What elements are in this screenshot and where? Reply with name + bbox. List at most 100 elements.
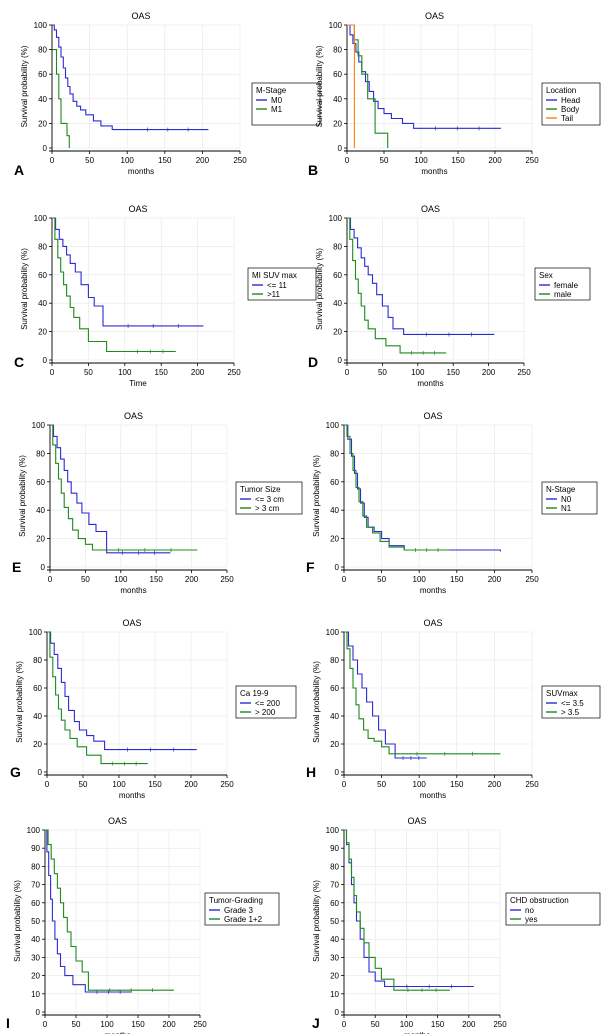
x-tick-label: 50 (72, 1020, 81, 1029)
y-tick-label: 100 (34, 21, 48, 30)
y-tick-label: 40 (31, 935, 40, 944)
y-tick-label: 20 (31, 972, 40, 981)
y-tick-label: 20 (38, 119, 47, 128)
x-tick-label: 100 (400, 1020, 414, 1029)
x-tick-label: 0 (345, 156, 350, 165)
chart-panel-f: 0 20 40 60 80 100 0 50 100 150 200 250 OAS months Surv… (306, 411, 598, 595)
x-tick-label: 150 (155, 368, 169, 377)
x-tick-label: 0 (50, 368, 55, 377)
legend-entry: Grade 3 (224, 906, 253, 915)
x-axis-label: months (119, 791, 145, 800)
y-tick-label: 40 (36, 506, 45, 515)
legend-entry: > 3 cm (255, 504, 280, 513)
x-axis-label: months (120, 586, 146, 595)
legend-entry: male (554, 290, 572, 299)
survival-curve-no (344, 829, 474, 988)
survival-curve-female (347, 217, 495, 335)
y-tick-label: 50 (31, 917, 40, 926)
x-tick-label: 100 (121, 156, 135, 165)
x-tick-label: 200 (196, 156, 210, 165)
legend-title: N-Stage (546, 485, 576, 494)
x-tick-label: 100 (411, 368, 425, 377)
panel-letter: E (12, 559, 21, 575)
legend-entry: M0 (271, 96, 283, 105)
x-tick-label: 100 (114, 575, 128, 584)
y-tick-label: 80 (38, 46, 47, 55)
panel-letter: F (306, 559, 315, 575)
y-tick-label: 0 (335, 563, 340, 572)
panel-letter: A (14, 162, 24, 178)
survival-curve--200 (47, 631, 148, 765)
y-tick-label: 40 (330, 506, 339, 515)
legend-box (251, 82, 321, 126)
legend-title: Location (546, 86, 576, 95)
x-tick-label: 250 (517, 368, 531, 377)
x-tick-label: 150 (150, 575, 164, 584)
y-tick-label: 0 (38, 768, 43, 777)
survival-curve--11 (52, 217, 176, 353)
y-tick-label: 80 (330, 656, 339, 665)
legend-entry: > 3.5 (561, 708, 580, 717)
y-tick-label: 60 (333, 271, 342, 280)
chart-panel-a: 0 20 40 60 80 100 0 50 100 150 200 250 OAS months Surv… (14, 11, 321, 178)
x-tick-label: 50 (371, 1020, 380, 1029)
y-tick-label: 90 (330, 844, 339, 853)
legend-title: Ca 19-9 (240, 689, 269, 698)
legend-entry: > 200 (255, 708, 276, 717)
x-tick-label: 50 (85, 156, 94, 165)
y-axis-label: Survival probability (%) (312, 661, 321, 743)
x-tick-label: 250 (193, 1020, 207, 1029)
y-tick-label: 30 (31, 953, 40, 962)
x-tick-label: 250 (233, 156, 247, 165)
y-tick-label: 60 (330, 899, 339, 908)
chart-panel-h: 0 20 40 60 80 100 0 50 100 150 200 250 OAS months Surv… (306, 618, 601, 800)
y-tick-label: 20 (38, 328, 47, 337)
panel-letter: J (312, 1015, 320, 1031)
x-tick-label: 200 (488, 575, 502, 584)
panel-letter: D (308, 354, 318, 370)
x-axis-label: months (128, 167, 154, 176)
survival-curve-head (347, 24, 501, 129)
y-tick-label: 80 (31, 862, 40, 871)
legend-entry: Tail (561, 114, 573, 123)
y-tick-label: 100 (329, 21, 343, 30)
chart-title: OAS (407, 816, 426, 826)
y-tick-label: 80 (333, 242, 342, 251)
y-axis-label: Survival probability (%) (20, 248, 29, 330)
legend-title: MI SUV max (252, 271, 297, 280)
x-tick-label: 100 (112, 780, 126, 789)
x-axis-label: months (420, 586, 446, 595)
legend-entry: yes (525, 915, 537, 924)
chart-title: OAS (425, 11, 444, 21)
x-tick-label: 0 (342, 780, 347, 789)
legend-entry: no (525, 906, 534, 915)
y-tick-label: 100 (326, 826, 340, 835)
chart-panel-c: 0 20 40 60 80 100 0 50 100 150 200 250 OAS Time Surviv… (14, 204, 317, 388)
y-tick-label: 40 (38, 299, 47, 308)
y-axis-label: Survival probability (%) (315, 45, 324, 127)
y-tick-label: 100 (27, 826, 41, 835)
x-axis-label: months (420, 791, 446, 800)
y-tick-label: 20 (333, 328, 342, 337)
y-tick-label: 90 (31, 844, 40, 853)
y-tick-label: 20 (330, 740, 339, 749)
legend: MI SUV max<= 11>11 (247, 267, 317, 301)
x-axis-label: months (104, 1031, 130, 1034)
x-tick-label: 250 (227, 368, 241, 377)
legend-entry: N1 (561, 504, 572, 513)
y-tick-label: 60 (38, 271, 47, 280)
survival-curve-n1 (344, 424, 450, 551)
x-tick-label: 250 (525, 780, 539, 789)
legend-entry: N0 (561, 495, 572, 504)
x-tick-label: 50 (377, 780, 386, 789)
survival-curve--200 (47, 631, 197, 751)
x-tick-label: 150 (450, 575, 464, 584)
survival-curve-n0 (344, 424, 501, 552)
legend-box (505, 892, 601, 926)
chart-panel-i: 0 10 20 30 40 50 60 70 80 90 100 0 50 100 150 200 250 OAS… (6, 816, 280, 1034)
x-tick-label: 200 (185, 575, 199, 584)
y-tick-label: 30 (330, 953, 339, 962)
x-tick-label: 200 (488, 780, 502, 789)
